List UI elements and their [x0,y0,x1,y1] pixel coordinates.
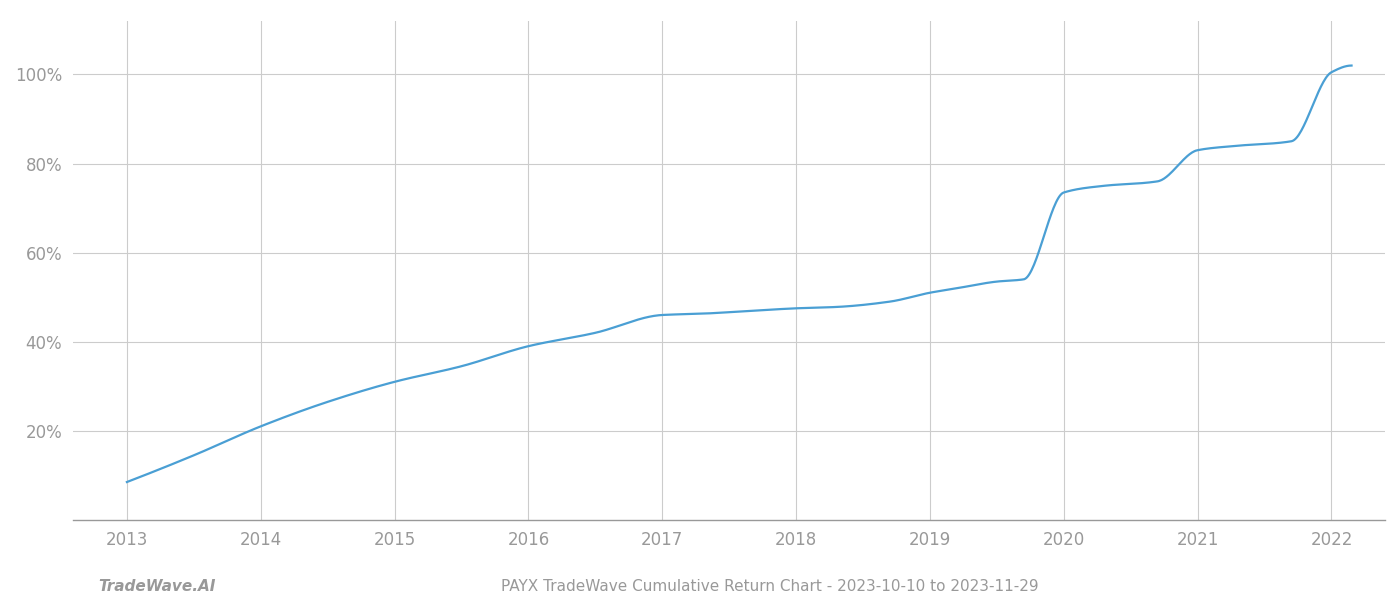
Text: TradeWave.AI: TradeWave.AI [98,579,216,594]
Text: PAYX TradeWave Cumulative Return Chart - 2023-10-10 to 2023-11-29: PAYX TradeWave Cumulative Return Chart -… [501,579,1039,594]
